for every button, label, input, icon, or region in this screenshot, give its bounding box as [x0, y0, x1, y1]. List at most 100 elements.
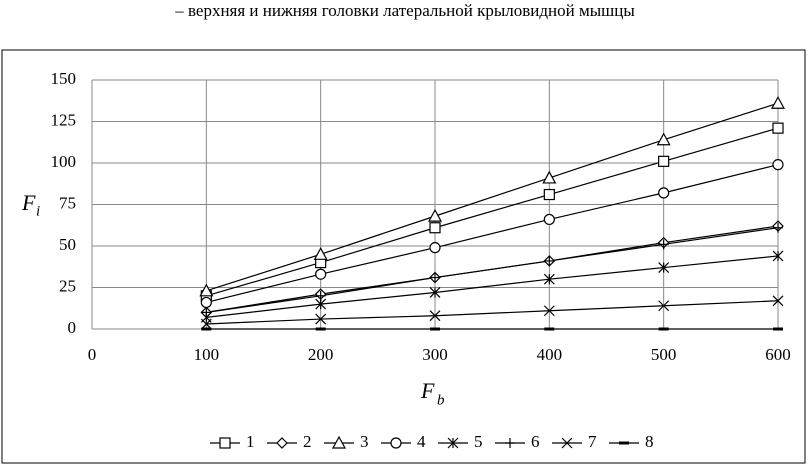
y-tick-label: 150 — [51, 69, 77, 88]
marker-shape — [429, 242, 441, 254]
y-tick-label: 125 — [51, 110, 77, 129]
x-tick-label: 0 — [88, 345, 97, 364]
marker-shape — [313, 247, 328, 260]
marker-shape — [658, 155, 670, 167]
x-tick-label: 600 — [765, 345, 791, 364]
x-tick-label: 200 — [308, 345, 334, 364]
y-axis-label: F — [21, 190, 36, 215]
marker-shape — [658, 187, 670, 199]
caption: – верхняя и нижняя головки латеральной к… — [174, 1, 635, 20]
legend-label: 4 — [417, 432, 426, 451]
marker — [773, 222, 783, 233]
marker — [313, 247, 328, 260]
x-axis-label: F — [420, 378, 435, 403]
legend-item: 8 — [609, 432, 654, 451]
y-tick-label: 0 — [68, 318, 77, 337]
marker — [772, 295, 784, 307]
y-tick-label: 50 — [59, 235, 76, 254]
chart-frame — [1, 49, 806, 464]
marker — [505, 438, 515, 448]
y-tick-label: 75 — [59, 193, 76, 212]
marker — [772, 122, 784, 134]
marker — [544, 255, 555, 266]
marker-shape — [427, 208, 443, 222]
marker — [543, 213, 555, 226]
marker-shape — [429, 222, 441, 234]
marker — [276, 437, 288, 449]
marker — [200, 296, 212, 309]
marker — [658, 300, 670, 312]
marker — [429, 287, 441, 298]
marker-stroke — [658, 300, 670, 312]
marker — [542, 170, 557, 184]
marker — [658, 239, 669, 250]
legend-item: 6 — [495, 432, 540, 451]
marker — [658, 262, 670, 274]
y-tick-label: 100 — [51, 152, 77, 171]
marker-stroke — [200, 318, 212, 330]
marker-shape — [200, 296, 212, 309]
marker-shape — [770, 95, 786, 109]
marker — [390, 437, 402, 449]
marker-shape — [656, 132, 671, 146]
marker-shape — [542, 170, 557, 184]
marker — [770, 95, 786, 109]
marker — [772, 159, 784, 171]
legend-item: 7 — [552, 432, 597, 451]
x-tick-label: 500 — [651, 345, 677, 364]
legend-item: 1 — [210, 432, 255, 451]
marker-stroke — [429, 310, 441, 322]
y-axis-label-subscript: i — [36, 203, 40, 219]
legend-label: 5 — [474, 432, 483, 451]
x-tick-label: 100 — [194, 345, 220, 364]
marker-shape — [543, 213, 555, 226]
legend-item: 5 — [438, 432, 483, 451]
legend-label: 7 — [588, 432, 597, 451]
marker — [658, 187, 670, 199]
x-axis-label-subscript: b — [437, 392, 445, 408]
marker — [447, 437, 459, 449]
series-line — [206, 164, 779, 304]
marker — [219, 437, 231, 449]
x-tick-label: 300 — [422, 345, 448, 364]
series-line — [206, 255, 779, 318]
marker — [561, 437, 573, 449]
marker — [543, 188, 555, 201]
marker-shape — [276, 437, 288, 449]
marker — [543, 273, 555, 285]
series-line — [206, 300, 779, 325]
marker-stroke — [561, 437, 573, 449]
y-tick-label: 25 — [59, 276, 76, 295]
marker — [430, 272, 440, 283]
marker-shape — [543, 188, 555, 201]
marker-shape — [772, 122, 784, 134]
marker — [543, 305, 555, 317]
series-line — [206, 102, 779, 292]
legend-label: 8 — [645, 432, 654, 451]
marker — [200, 318, 212, 330]
marker — [429, 310, 441, 322]
marker — [199, 283, 214, 297]
marker — [315, 313, 327, 325]
marker — [315, 268, 327, 280]
marker — [315, 290, 326, 301]
legend-item: 3 — [324, 432, 369, 451]
legend-label: 1 — [246, 432, 255, 451]
marker-shape — [315, 268, 327, 280]
marker — [331, 435, 347, 449]
legend-label: 3 — [360, 432, 369, 451]
legend-item: 4 — [381, 432, 426, 451]
series-line — [206, 227, 779, 313]
marker — [658, 155, 670, 167]
marker-shape — [390, 437, 402, 449]
marker-stroke — [315, 313, 327, 325]
marker — [429, 222, 441, 234]
series-line — [206, 127, 779, 297]
marker-shape — [219, 437, 231, 449]
marker — [201, 307, 212, 318]
legend-label: 2 — [303, 432, 312, 451]
marker-shape — [772, 159, 784, 171]
legend-item: 2 — [267, 432, 312, 451]
marker-stroke — [543, 305, 555, 317]
